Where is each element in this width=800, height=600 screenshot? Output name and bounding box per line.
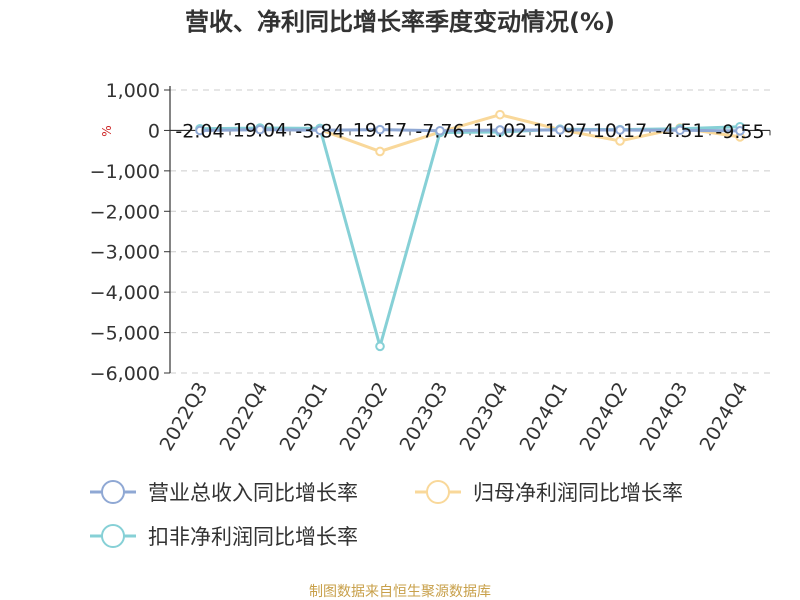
legend-swatch-marker [426,480,450,504]
y-tick-labels: 1,000 0 −1,000 −2,000 −3,000 −4,000 −5,000 −6,0… [90,80,160,385]
series-line-3 [199,125,741,348]
series-1-point [375,124,385,135]
x-tick-label: 2022Q4 [216,379,273,455]
series-3-point [375,341,385,352]
data-label: 11.02 [473,120,527,142]
series-2-point [615,136,625,146]
series-1-point [615,125,625,135]
x-tick-label: 2023Q3 [396,379,453,455]
legend-swatch-marker [101,524,125,548]
series-2-point [375,146,385,157]
series-1-point [675,125,685,136]
legend-swatch-marker [101,480,125,504]
y-tick-label: 0 [148,120,160,142]
y-tick-label: −3,000 [90,242,160,264]
data-label: -3.84 [295,120,344,142]
data-label: -9.55 [715,121,764,143]
x-tick-labels: 2022Q3 2022Q4 2023Q1 2023Q2 2023Q3 2023Q4 2024… [156,379,753,455]
legend-item-3: 扣非净利润同比增长率 [90,524,358,549]
data-label: -4.51 [655,120,704,142]
series-lines [195,109,745,352]
y-tick-label: 1,000 [106,80,160,102]
y-tick-label: −6,000 [90,363,160,385]
source-note: 制图数据来自恒生聚源数据库 [309,584,491,600]
data-label: 10.17 [593,120,647,142]
x-tick-label: 2024Q2 [576,379,633,455]
x-tick-label: 2023Q4 [456,379,513,455]
y-tick-label: −2,000 [90,201,160,223]
series-1-point [315,125,325,136]
data-label: 19.04 [233,120,287,142]
unit-label: % [100,125,114,136]
series-1-point [195,125,205,136]
y-tick-label: −1,000 [90,161,160,183]
chart-title: 营收、净利同比增长率季度变动情况(%) [185,8,615,36]
legend-label: 营业总收入同比增长率 [148,481,358,505]
data-labels: -2.04 19.04 -3.84 19.17 -7.76 11.02 11.97 10.17… [175,120,764,143]
y-tick-label: −5,000 [90,323,160,345]
legend-item-2: 归母净利润同比增长率 [415,480,683,505]
data-label: 11.97 [533,120,587,142]
series-2-point [495,109,505,120]
x-tick-label: 2023Q2 [336,379,393,455]
series-1-point [735,126,745,136]
x-tick-label: 2024Q1 [516,379,573,455]
x-tick-label: 2024Q3 [636,379,693,455]
legend-item-1: 营业总收入同比增长率 [90,480,358,505]
y-tick-label: −4,000 [90,282,160,304]
legend-label: 扣非净利润同比增长率 [148,525,358,549]
x-tick-label: 2022Q3 [156,379,213,455]
x-tick-label: 2024Q4 [696,379,753,455]
series-1-point [255,124,265,135]
series-1-point [555,125,565,135]
data-label: -2.04 [175,121,224,143]
data-label: 19.17 [353,120,407,142]
data-label: -7.76 [415,121,464,143]
x-tick-label: 2023Q1 [276,379,333,455]
series-1-point [435,125,445,136]
series-1-point [495,125,505,135]
series-line-1 [199,128,741,133]
legend-label: 归母净利润同比增长率 [473,481,683,505]
